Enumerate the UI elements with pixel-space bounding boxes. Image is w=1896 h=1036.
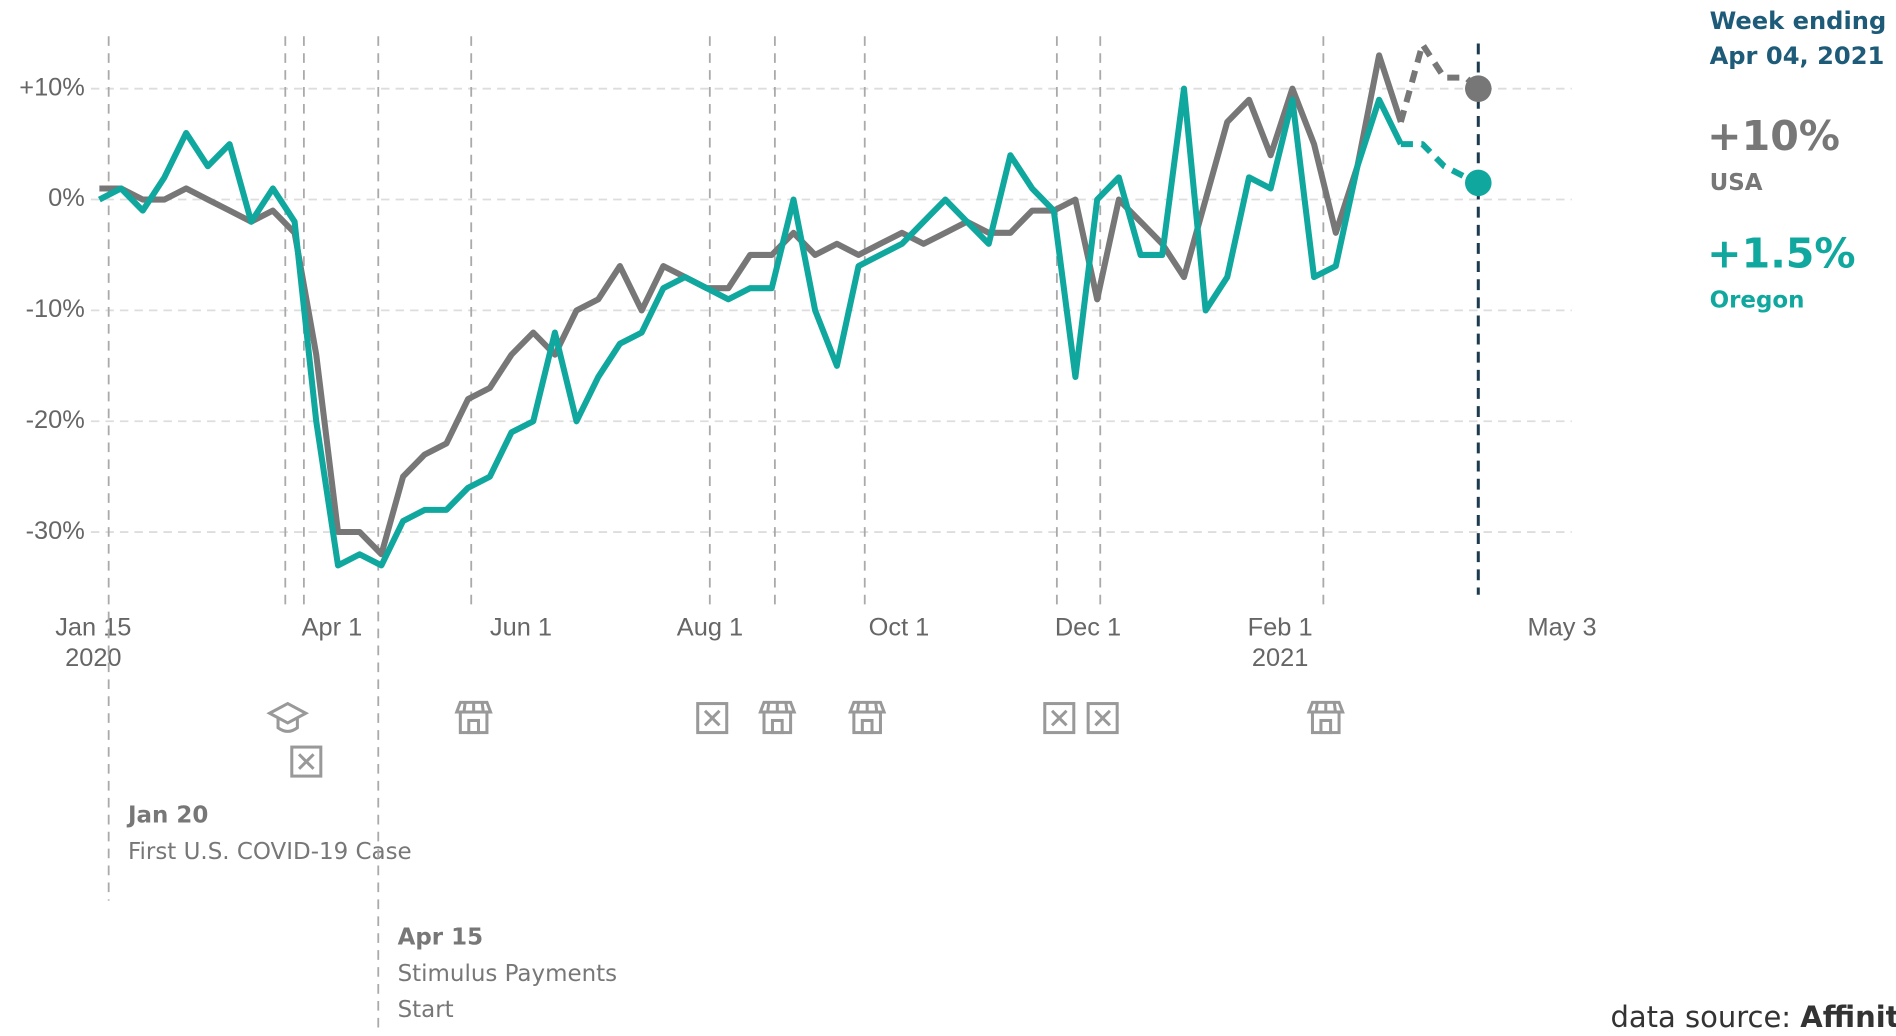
icon-x	[1050, 709, 1068, 727]
y-tick-label: -20%	[26, 406, 85, 434]
x-tick-label: Jan 15 2020	[55, 613, 131, 671]
end-marker	[1464, 75, 1492, 102]
series-line-dashed	[1400, 141, 1480, 186]
end-value-label: +1.5%	[1707, 229, 1855, 277]
source-label: data source:	[1610, 1000, 1791, 1034]
y-tick-label: 0%	[48, 184, 85, 212]
series-line	[99, 52, 1404, 558]
icon-shop	[1310, 710, 1341, 735]
x-tick-label: Apr 1	[302, 613, 363, 641]
event-text: Stimulus Payments	[398, 961, 617, 987]
event-icon	[758, 700, 797, 735]
icon-box	[290, 745, 323, 778]
event-icon	[696, 702, 729, 735]
x-tick-label: Dec 1	[1055, 613, 1121, 641]
icon-door	[467, 718, 480, 735]
x-tick-label: Aug 1	[677, 613, 743, 641]
icon-awning	[758, 700, 797, 714]
icon-box	[696, 702, 729, 735]
y-tick-label: -30%	[26, 517, 85, 545]
event-icon	[290, 745, 323, 778]
legend-label: USA	[1710, 170, 1763, 196]
end-value-label: +10%	[1707, 112, 1840, 160]
icon-x	[1094, 709, 1111, 727]
event-title: Apr 15	[398, 925, 483, 951]
source-name: Affinity	[1800, 1000, 1896, 1034]
icon-awning	[454, 700, 493, 714]
icon-door	[860, 718, 874, 735]
x-tick-label: Oct 1	[869, 613, 930, 641]
icon-shop	[852, 710, 882, 735]
legend-label: Oregon	[1710, 288, 1805, 314]
icon-cap	[266, 701, 310, 733]
event-text: Start	[398, 997, 454, 1023]
week-label: Week ending	[1710, 7, 1887, 35]
icon-door	[770, 718, 784, 735]
event-icon	[1306, 700, 1345, 735]
icon-awning	[848, 700, 887, 714]
week-date: Apr 04, 2021	[1710, 42, 1885, 70]
x-tick-label: Jun 1	[490, 613, 552, 641]
event-icon	[848, 700, 887, 735]
icon-x	[297, 753, 315, 770]
y-tick-label: +10%	[19, 73, 85, 101]
end-marker	[1464, 169, 1492, 197]
x-tick-label: May 3	[1528, 613, 1597, 641]
y-tick-label: -10%	[26, 295, 85, 323]
source: data source: Affinity	[1610, 1000, 1896, 1034]
event-text: First U.S. COVID-19 Case	[128, 839, 412, 865]
event-icon	[454, 700, 493, 735]
icon-x	[703, 709, 721, 727]
event-icon	[1043, 702, 1076, 735]
icon-door	[1319, 718, 1333, 735]
series-line	[97, 85, 1404, 569]
icon-shop	[458, 710, 489, 735]
x-tick-label: Feb 1 2021	[1248, 613, 1313, 671]
event-icon	[266, 701, 310, 733]
event-icon	[1086, 702, 1119, 735]
icon-awning	[1306, 700, 1345, 714]
icon-box	[1043, 702, 1076, 735]
icon-shop	[762, 710, 793, 735]
event-title: Jan 20	[126, 802, 208, 828]
icon-box	[1086, 702, 1119, 735]
